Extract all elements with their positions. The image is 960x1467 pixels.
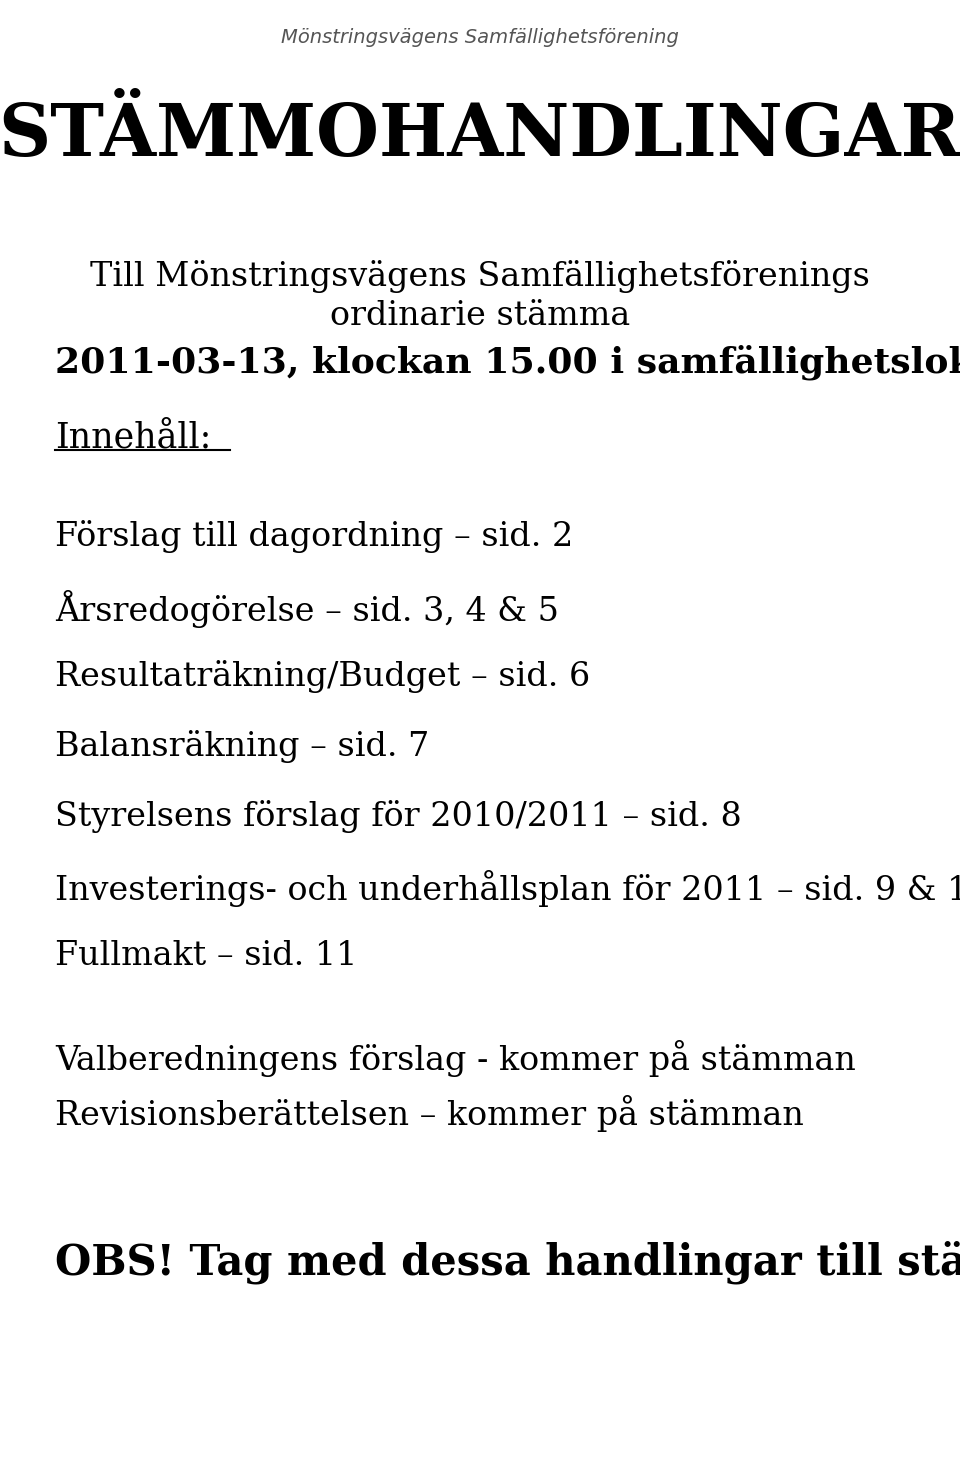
Text: 2011-03-13, klockan 15.00 i samfällighetslokalen: 2011-03-13, klockan 15.00 i samfällighet… <box>55 345 960 380</box>
Text: Investerings- och underhållsplan för 2011 – sid. 9 & 10: Investerings- och underhållsplan för 201… <box>55 870 960 907</box>
Text: STÄMMOHANDLINGAR: STÄMMOHANDLINGAR <box>0 100 960 172</box>
Text: Valberedningens förslag - kommer på stämman: Valberedningens förslag - kommer på stäm… <box>55 1040 855 1077</box>
Text: Förslag till dagordning – sid. 2: Förslag till dagordning – sid. 2 <box>55 519 573 553</box>
Text: Fullmakt – sid. 11: Fullmakt – sid. 11 <box>55 940 357 973</box>
Text: Resultaträkning/Budget – sid. 6: Resultaträkning/Budget – sid. 6 <box>55 660 590 692</box>
Text: Till Mönstringsvägens Samfällighetsförenings: Till Mönstringsvägens Samfällighetsfören… <box>90 260 870 293</box>
Text: Mönstringsvägens Samfällighetsförening: Mönstringsvägens Samfällighetsförening <box>281 28 679 47</box>
Text: ordinarie stämma: ordinarie stämma <box>330 299 630 332</box>
Text: Revisionsberättelsen – kommer på stämman: Revisionsberättelsen – kommer på stämman <box>55 1094 804 1133</box>
Text: Balansräkning – sid. 7: Balansräkning – sid. 7 <box>55 731 429 763</box>
Text: Årsredogörelse – sid. 3, 4 & 5: Årsredogörelse – sid. 3, 4 & 5 <box>55 590 559 628</box>
Text: OBS! Tag med dessa handlingar till stämman.: OBS! Tag med dessa handlingar till stämm… <box>55 1240 960 1284</box>
Text: Innehåll:: Innehåll: <box>55 420 211 453</box>
Text: Styrelsens förslag för 2010/2011 – sid. 8: Styrelsens förslag för 2010/2011 – sid. … <box>55 800 742 833</box>
